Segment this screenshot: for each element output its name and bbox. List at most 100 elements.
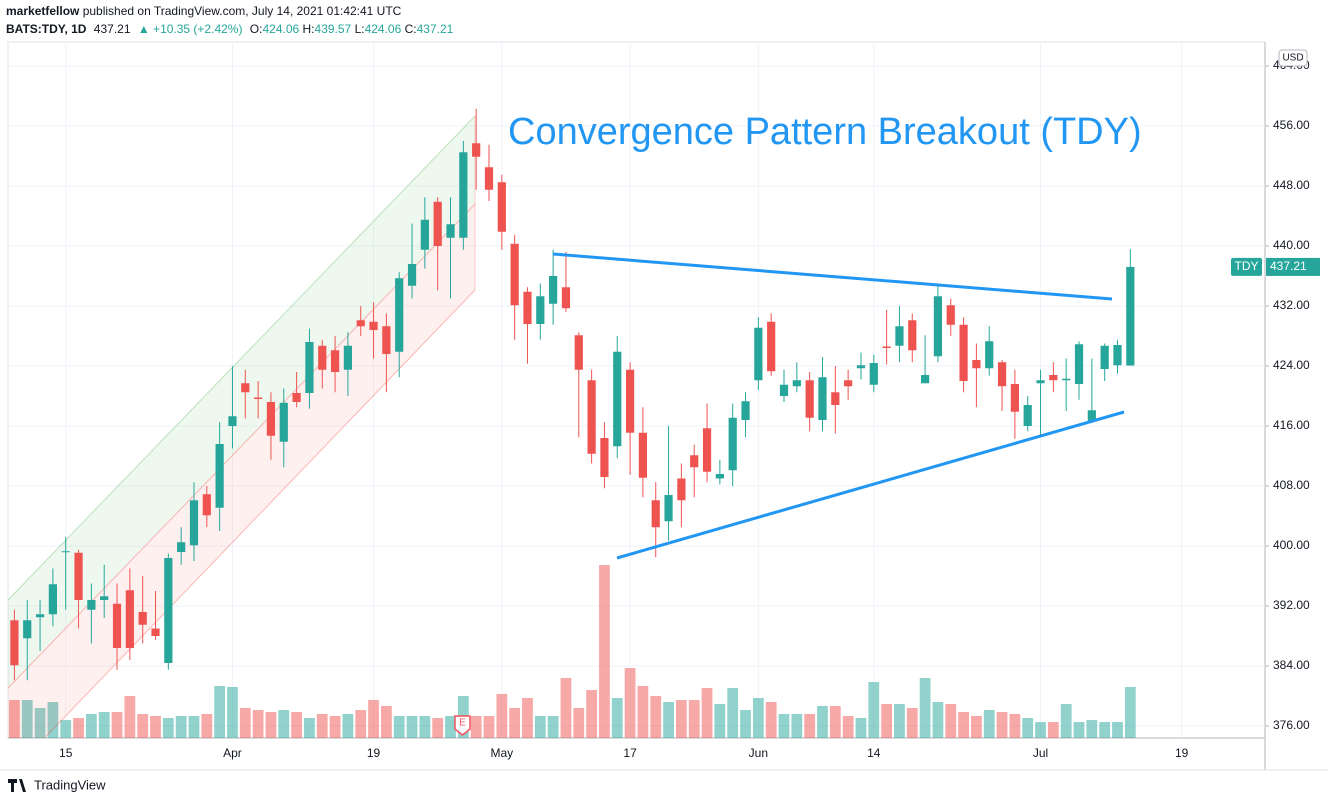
volume-bar xyxy=(881,704,893,738)
volume-bar xyxy=(304,718,315,738)
support-line xyxy=(616,410,1125,560)
volume-bar xyxy=(355,710,367,738)
y-tick-label: 408.00 xyxy=(1273,478,1310,492)
volume-layer xyxy=(9,565,1136,738)
volume-bar xyxy=(611,698,623,738)
volume-bar xyxy=(419,716,431,738)
candle-body xyxy=(625,369,635,433)
currency-box[interactable] xyxy=(1278,49,1308,67)
volume-bar xyxy=(945,704,957,738)
volume-bar xyxy=(188,716,200,738)
ohlc-value: 437.21 xyxy=(417,22,454,36)
candle-body xyxy=(433,201,442,246)
volume-bar xyxy=(432,718,444,738)
volume-bar xyxy=(265,712,277,738)
y-tick-label: 424.00 xyxy=(1273,358,1310,372)
ohlc-label: L: xyxy=(355,22,365,36)
annotation-title: Convergence Pattern Breakout (TDY) xyxy=(508,111,1142,153)
candle-body xyxy=(933,296,943,357)
volume-bar xyxy=(406,716,418,738)
candle-body xyxy=(420,219,429,250)
y-tick-label: 384.00 xyxy=(1273,658,1310,672)
volume-bar xyxy=(1047,722,1059,738)
x-tick-label: Jun xyxy=(749,746,768,760)
candle-body xyxy=(844,380,853,387)
candle-body xyxy=(741,401,750,420)
candle-body xyxy=(497,182,506,232)
candle-body xyxy=(87,600,96,610)
candle-body xyxy=(1087,410,1096,421)
candle-body xyxy=(138,612,147,625)
grid xyxy=(8,42,1265,738)
published: published on TradingView.com, July 14, 2… xyxy=(83,4,402,18)
volume-bar xyxy=(1112,722,1123,738)
volume-bar xyxy=(1124,687,1136,738)
volume-bar xyxy=(676,700,687,738)
volume-bar xyxy=(958,712,969,738)
volume-bar xyxy=(829,706,841,738)
candle-body xyxy=(677,478,686,501)
x-tick-label: 17 xyxy=(623,746,637,760)
candle-body xyxy=(779,384,789,396)
volume-bar xyxy=(483,716,495,738)
candle-body xyxy=(831,392,840,405)
candle-body xyxy=(100,596,109,600)
volume-bar xyxy=(21,700,33,738)
candle-body xyxy=(946,305,955,325)
volume-bar xyxy=(573,708,585,738)
volume-bar xyxy=(688,700,700,738)
y-tick-label: 392.00 xyxy=(1273,598,1310,612)
candle-body xyxy=(895,326,904,346)
volume-bar xyxy=(252,710,264,738)
candle-body xyxy=(549,276,558,304)
volume-bar xyxy=(1022,718,1034,738)
x-tick-label: 14 xyxy=(867,746,881,760)
candle-body xyxy=(112,603,122,648)
candle-body xyxy=(561,287,571,309)
volume-bar xyxy=(1073,722,1085,738)
candle-body xyxy=(972,360,981,369)
logo-icon xyxy=(8,779,26,792)
candle-body xyxy=(330,350,340,372)
y-tick-label: 432.00 xyxy=(1273,298,1310,312)
volume-bar xyxy=(932,702,944,738)
candle-body xyxy=(1100,345,1109,369)
volume-bar xyxy=(47,702,59,738)
candle-body xyxy=(356,320,365,327)
volume-bar xyxy=(124,696,136,738)
candle-body xyxy=(536,296,545,324)
candle-body xyxy=(292,393,301,402)
volume-bar xyxy=(650,696,662,738)
volume-bar xyxy=(714,704,726,738)
channel xyxy=(8,115,476,738)
candle-body xyxy=(920,375,930,384)
volume-bar xyxy=(1099,722,1111,738)
candle-body xyxy=(343,345,353,370)
candle-body xyxy=(125,590,134,648)
candle-body xyxy=(767,321,776,372)
volume-bar xyxy=(278,710,290,738)
footer-logo: TradingView xyxy=(8,777,106,792)
candle-body xyxy=(459,152,468,238)
candle-body xyxy=(382,326,391,354)
candle-body xyxy=(1036,380,1045,384)
author: marketfellow xyxy=(6,4,80,18)
volume-bar xyxy=(855,718,867,738)
volume-bar xyxy=(291,712,302,738)
volume-bar xyxy=(98,712,110,738)
candle-body xyxy=(1113,345,1122,366)
volume-bar xyxy=(368,700,379,738)
y-tick-label: 416.00 xyxy=(1273,418,1310,432)
volume-bar xyxy=(586,690,597,738)
volume-bar xyxy=(522,698,533,738)
y-tick-label: 400.00 xyxy=(1273,538,1310,552)
channel-bottom xyxy=(43,289,476,738)
volume-bar xyxy=(34,708,46,738)
candle-body xyxy=(23,620,32,639)
candle-body xyxy=(266,402,276,436)
y-tick-label: 376.00 xyxy=(1273,718,1310,732)
volume-bar xyxy=(791,714,803,738)
x-tick-label: Apr xyxy=(223,746,242,760)
volume-bar xyxy=(1035,722,1046,738)
candle-body xyxy=(177,542,186,552)
